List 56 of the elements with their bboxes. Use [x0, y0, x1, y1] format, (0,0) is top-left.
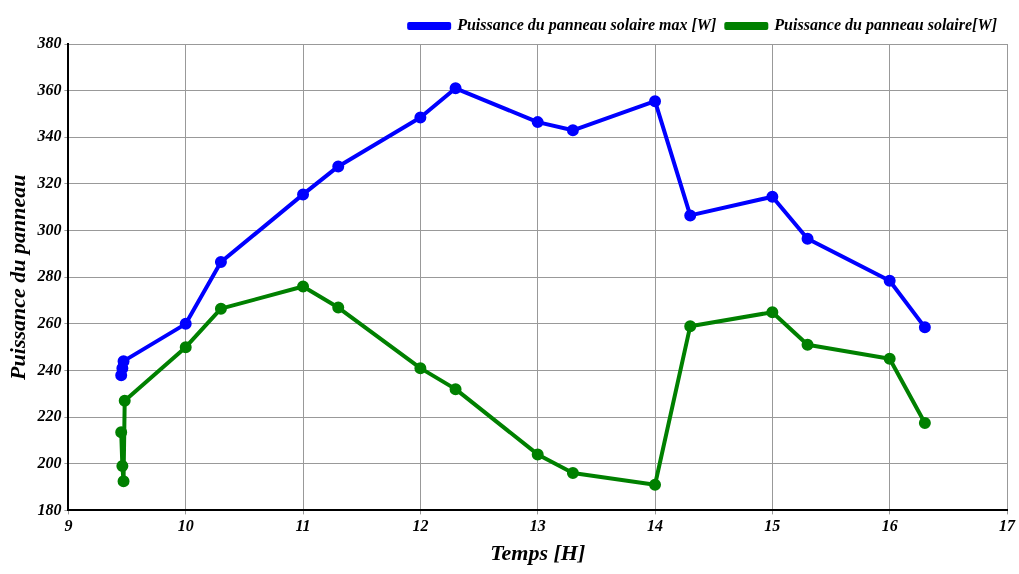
point: [332, 301, 345, 314]
x-tick-label: 13: [529, 517, 546, 535]
point: [684, 320, 697, 333]
x-tick-label: 10: [177, 517, 194, 535]
y-tick-label: 180: [37, 500, 62, 518]
x-tick-label: 17: [999, 517, 1016, 535]
y-tick-label: 240: [36, 360, 62, 378]
x-tick-label: 12: [412, 517, 429, 535]
point: [918, 321, 931, 334]
y-tick-label: 340: [36, 127, 62, 145]
point: [449, 383, 462, 396]
point: [414, 362, 427, 375]
y-tick-label: 260: [36, 313, 62, 331]
point: [883, 352, 896, 365]
point: [766, 306, 779, 319]
y-tick-label: 320: [36, 174, 62, 192]
point: [801, 338, 814, 351]
y-tick-label: 220: [36, 407, 62, 425]
x-tick-label: 14: [647, 517, 664, 535]
x-tick-label: 11: [295, 517, 311, 535]
point: [766, 190, 779, 203]
point: [649, 95, 662, 108]
y-tick-label: 300: [36, 220, 62, 238]
point: [214, 302, 227, 315]
point: [918, 416, 931, 429]
point: [179, 341, 192, 354]
point: [116, 460, 129, 473]
point: [297, 280, 310, 293]
point: [883, 274, 896, 287]
point: [214, 256, 227, 269]
point: [801, 232, 814, 245]
point: [414, 111, 427, 124]
point: [332, 160, 345, 173]
x-tick-label: 9: [64, 517, 73, 535]
x-tick-label: 15: [764, 517, 781, 535]
y-tick-label: 280: [36, 267, 62, 285]
point: [531, 116, 544, 129]
legend-label: Puissance du panneau solaire max [W]: [456, 16, 717, 35]
point: [117, 475, 130, 488]
x-axis-title: Temps [H]: [490, 540, 586, 566]
point: [115, 426, 128, 439]
point: [118, 394, 131, 407]
point: [449, 82, 462, 95]
point: [531, 448, 544, 461]
point: [566, 467, 579, 480]
y-tick-label: 380: [36, 34, 62, 52]
y-tick-label: 200: [36, 453, 62, 471]
point: [649, 478, 662, 491]
y-tick-label: 360: [36, 80, 62, 98]
point: [566, 124, 579, 137]
y-axis-title: Puissance du panneau: [4, 174, 30, 381]
legend-label: Puissance du panneau solaire[W]: [773, 16, 998, 35]
x-tick-label: 16: [881, 517, 898, 535]
point: [179, 317, 192, 330]
point: [297, 188, 310, 201]
point: [684, 209, 697, 222]
